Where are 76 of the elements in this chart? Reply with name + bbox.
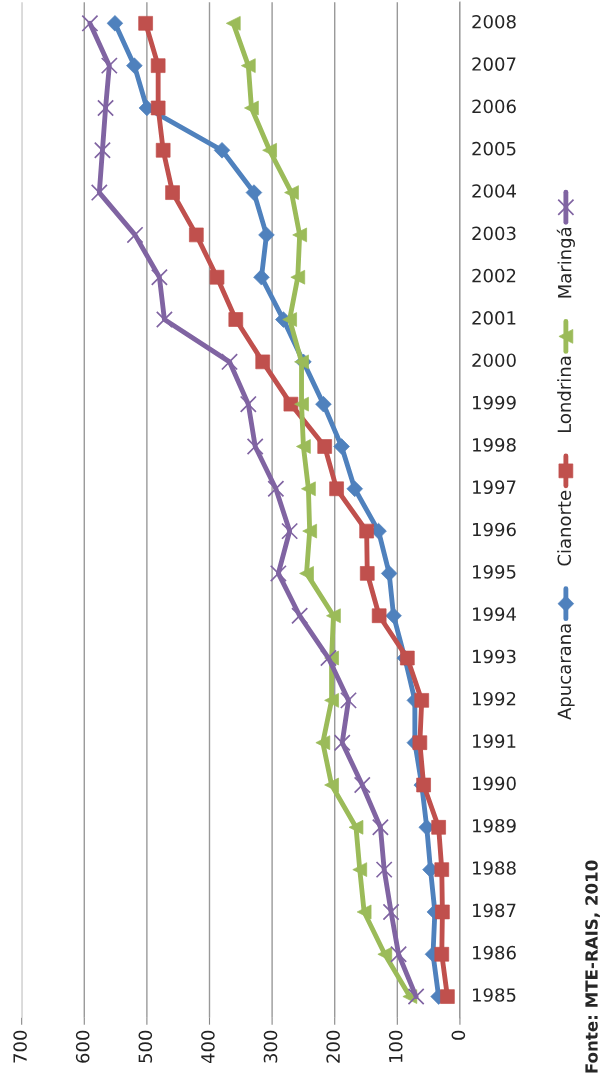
point	[371, 818, 389, 836]
source-note: Fonte: MTE-RAIS, 2010	[585, 860, 600, 1073]
y-tick-label: 2005	[472, 141, 516, 156]
y-tick-label: 1996	[473, 522, 516, 537]
y-tick-label: 1991	[473, 734, 516, 748]
point	[81, 14, 99, 32]
x-tick-label: 0	[451, 1030, 466, 1040]
legend-label: Apucarana	[557, 624, 575, 720]
legend-label: Maringá	[556, 227, 575, 298]
point	[329, 481, 344, 497]
point	[400, 650, 415, 666]
legend-label: Londrina	[557, 356, 572, 433]
x-tick-label: 400	[201, 1030, 215, 1064]
y-tick-label: 2007	[472, 57, 516, 71]
y-tick-label: 2000	[472, 353, 516, 368]
x-tick-label: 500	[138, 1030, 153, 1063]
y-tick-label: 1993	[473, 649, 516, 664]
point	[209, 269, 225, 285]
x-tick-label: 100	[388, 1030, 403, 1063]
point	[390, 945, 408, 963]
point	[239, 395, 257, 413]
point	[319, 649, 337, 667]
point	[281, 522, 299, 540]
point	[150, 58, 166, 73]
point	[221, 353, 239, 371]
point	[93, 141, 111, 159]
point	[315, 395, 332, 413]
x-tick-label: 600	[75, 1030, 90, 1063]
point	[106, 15, 124, 32]
y-tick-label: 1999	[473, 395, 516, 410]
point	[150, 268, 168, 286]
y-tick-label: 2006	[472, 99, 516, 114]
y-tick-label: 1992	[473, 691, 516, 706]
legend-label: Cianorte	[557, 490, 572, 566]
point	[155, 142, 171, 158]
point	[269, 564, 287, 582]
y-tick-label: 1994	[473, 607, 516, 621]
y-tick-label: 1995	[473, 565, 516, 579]
y-tick-label: 1988	[473, 861, 516, 875]
point	[407, 988, 425, 1006]
point	[375, 861, 393, 879]
x-tick-label: 200	[326, 1030, 340, 1063]
point	[382, 903, 400, 921]
point	[291, 607, 309, 625]
y-tick-label: 2008	[472, 14, 516, 29]
point	[246, 438, 264, 455]
point	[359, 566, 375, 581]
point	[434, 946, 450, 962]
point	[97, 99, 115, 117]
point	[353, 776, 371, 794]
point	[434, 862, 450, 877]
x-tick-label: 300	[263, 1030, 278, 1063]
y-tick-label: 2001	[472, 311, 516, 325]
point	[333, 734, 351, 752]
point	[340, 691, 357, 709]
point	[155, 311, 173, 329]
y-tick-label: 1989	[473, 818, 516, 833]
y-tick-label: 2004	[472, 184, 516, 198]
y-tick-label: 2003	[472, 226, 516, 241]
point	[258, 226, 275, 244]
point	[100, 57, 118, 75]
y-tick-label: 1998	[473, 438, 516, 452]
y-tick-label: 1985	[473, 988, 516, 1002]
y-tick-label: 1986	[473, 945, 516, 960]
y-tick-label: 1990	[473, 776, 516, 791]
y-tick-label: 2002	[472, 268, 516, 283]
point	[290, 269, 306, 285]
point	[267, 480, 285, 498]
point	[138, 16, 153, 31]
y-tick-label: 1987	[473, 903, 516, 918]
point	[377, 946, 393, 962]
point	[90, 184, 108, 202]
point	[315, 735, 331, 750]
x-tick-label: 700	[13, 1030, 27, 1063]
y-tick-label: 1997	[473, 480, 516, 495]
point	[255, 354, 271, 370]
